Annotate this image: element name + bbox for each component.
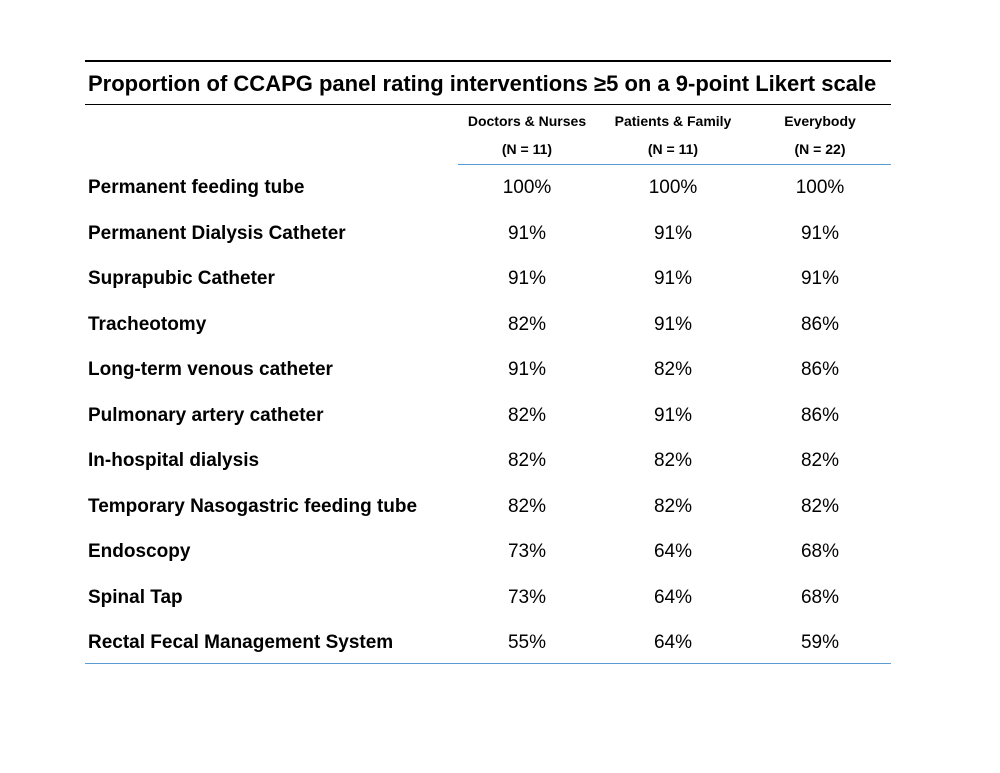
table-cell-value: 82%	[800, 495, 840, 517]
column-header-name: Patients & Family	[614, 113, 732, 129]
table-cell-value: 82%	[800, 450, 840, 471]
table-cell-value: 64%	[653, 586, 693, 608]
table-cell-value: 91%	[653, 222, 693, 244]
row-label: Rectal Fecal Management System	[88, 632, 394, 653]
table-row: Tracheotomy 82% 91% 86%	[85, 313, 891, 358]
row-label: Pulmonary artery catheter	[88, 404, 324, 426]
column-header-n: (N = 22)	[794, 141, 846, 157]
table-row: Permanent feeding tube 100% 100% 100%	[85, 176, 891, 221]
table-cell-value: 91%	[653, 313, 693, 335]
table-row: Suprapubic Catheter 91% 91% 91%	[85, 267, 891, 312]
table-cell-value: 59%	[800, 632, 840, 653]
table-cell-value: 91%	[800, 222, 840, 244]
column-header-patients-family: Patients & Family (N = 11)	[603, 107, 743, 163]
table-row: Permanent Dialysis Catheter 91% 91% 91%	[85, 222, 891, 267]
table-row: Endoscopy 73% 64% 68%	[85, 540, 891, 585]
table-cell-value: 100%	[795, 177, 845, 198]
table-cell-value: 100%	[502, 177, 552, 198]
table-cell-value: 91%	[507, 268, 547, 289]
table-cell-value: 82%	[653, 359, 693, 380]
column-header-doctors-nurses: Doctors & Nurses (N = 11)	[457, 107, 597, 163]
table-cell-value: 64%	[653, 541, 693, 562]
row-label: Temporary Nasogastric feeding tube	[88, 495, 418, 517]
table-cell-value: 91%	[507, 359, 547, 380]
table-row: Long-term venous catheter 91% 82% 86%	[85, 358, 891, 403]
table-cell-value: 68%	[800, 586, 840, 608]
table-row: Pulmonary artery catheter 82% 91% 86%	[85, 404, 891, 449]
row-label: In-hospital dialysis	[88, 450, 260, 471]
table-cell-value: 82%	[653, 450, 693, 471]
table-row: In-hospital dialysis 82% 82% 82%	[85, 449, 891, 494]
column-header-name: Doctors & Nurses	[467, 113, 587, 129]
table-cell-value: 86%	[800, 359, 840, 380]
table-cell-value: 64%	[653, 632, 693, 653]
table-cell-value: 68%	[800, 541, 840, 562]
table-row: Temporary Nasogastric feeding tube 82% 82%…	[85, 495, 891, 540]
table-cell-value: 100%	[648, 177, 698, 198]
table-cell-value: 82%	[507, 450, 547, 471]
row-label: Long-term venous catheter	[88, 359, 333, 380]
header-rule	[458, 164, 891, 165]
table-cell-value: 91%	[800, 268, 840, 289]
table-cell-value: 73%	[507, 586, 547, 608]
row-label: Endoscopy	[88, 541, 191, 562]
column-header-n: (N = 11)	[647, 141, 699, 157]
row-label: Permanent feeding tube	[88, 177, 305, 198]
table-cell-value: 55%	[507, 632, 547, 653]
table-cell-value: 91%	[653, 268, 693, 289]
row-label: Tracheotomy	[88, 313, 207, 335]
table-cell-value: 91%	[507, 222, 547, 244]
column-header-name: Everybody	[784, 113, 856, 129]
table-cell-value: 73%	[507, 541, 547, 562]
table-cell-value: 82%	[507, 313, 547, 335]
table-top-rule	[85, 60, 891, 62]
row-label: Spinal Tap	[88, 586, 183, 608]
table-cell-value: 82%	[507, 404, 547, 426]
table-title: Proportion of CCAPG panel rating interve…	[88, 71, 877, 96]
table-cell-value: 91%	[653, 404, 693, 426]
column-header-n: (N = 11)	[501, 141, 553, 157]
column-header-everybody: Everybody (N = 22)	[750, 107, 890, 163]
table-cell-value: 82%	[653, 495, 693, 517]
table-cell-value: 86%	[800, 313, 840, 335]
table-row: Spinal Tap 73% 64% 68%	[85, 586, 891, 631]
table-row: Rectal Fecal Management System 55% 64% 59%	[85, 631, 891, 676]
row-label: Permanent Dialysis Catheter	[88, 222, 346, 244]
table-bottom-rule	[85, 663, 891, 664]
row-label: Suprapubic Catheter	[88, 268, 275, 289]
table-cell-value: 86%	[800, 404, 840, 426]
table-cell-value: 82%	[507, 495, 547, 517]
title-rule	[85, 104, 891, 105]
